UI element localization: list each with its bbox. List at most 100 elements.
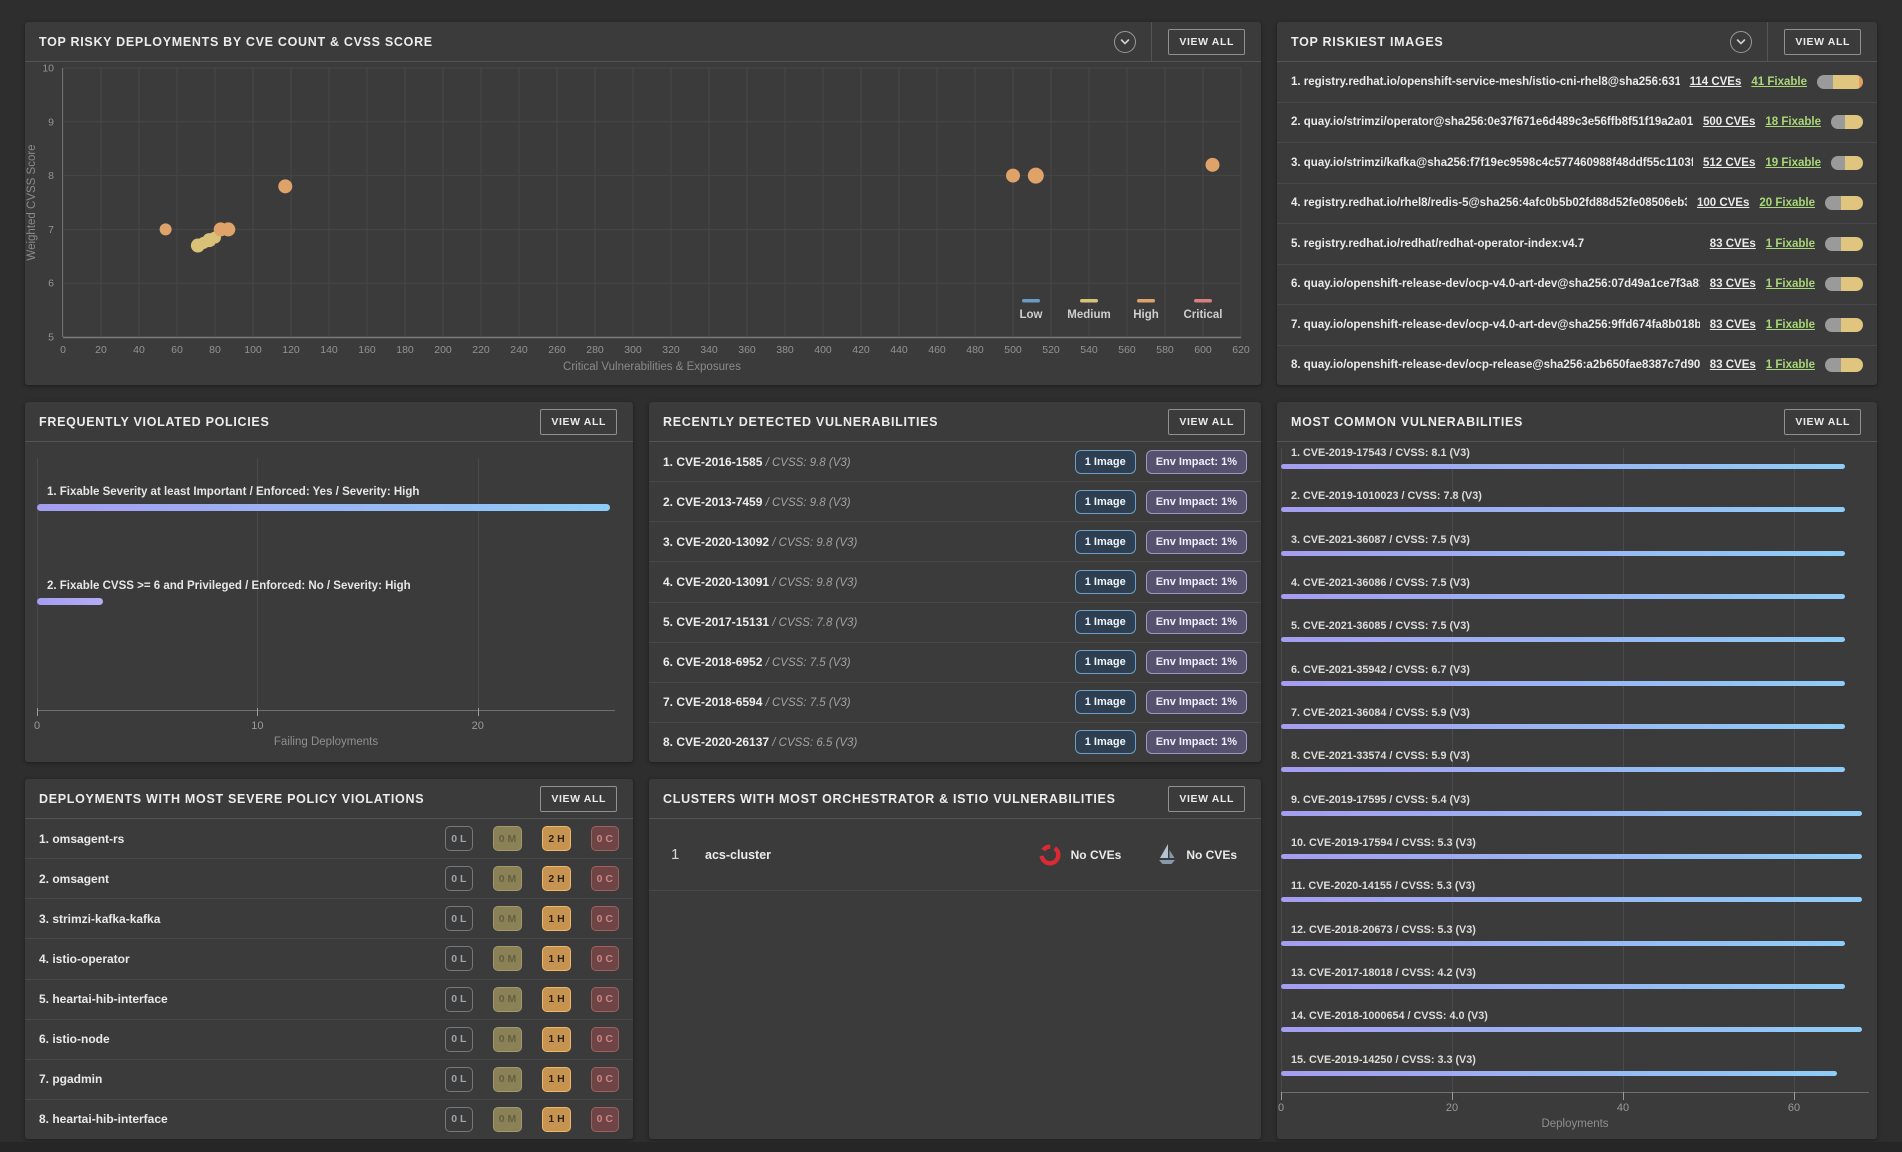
legend-swatch-medium[interactable] [1080,299,1098,303]
common-vuln-bar[interactable] [1281,983,1846,989]
view-all-button[interactable]: VIEW ALL [1784,28,1861,55]
image-fixable-link[interactable]: 19 Fixable [1765,156,1821,169]
severity-badge-medium[interactable]: 0 M [492,906,523,932]
severity-badge-low[interactable]: 0 L [444,1026,473,1052]
severity-badge-low[interactable]: 0 L [444,866,473,892]
common-vuln-bar[interactable] [1281,853,1863,859]
image-fixable-link[interactable]: 41 Fixable [1751,75,1807,88]
images-count-button[interactable]: 1 Image [1074,529,1136,554]
legend-swatch-critical[interactable] [1194,299,1212,303]
common-vuln-row[interactable]: 15. CVE-2019-14250 / CVSS: 3.3 (V3) [1277,1049,1877,1092]
legend-swatch-high[interactable] [1137,299,1155,303]
image-fixable-link[interactable]: 1 Fixable [1765,318,1815,331]
severity-badge-high[interactable]: 1 H [542,986,571,1012]
cve-id-link[interactable]: 1. CVE-2016-1585 [663,454,763,469]
scatter-point[interactable] [1027,167,1044,184]
common-vuln-bar[interactable] [1281,507,1846,513]
image-fixable-link[interactable]: 1 Fixable [1765,278,1815,291]
view-all-button[interactable]: VIEW ALL [1168,785,1245,812]
cve-id-link[interactable]: 2. CVE-2013-7459 [663,494,763,509]
image-cve-count-link[interactable]: 83 CVEs [1709,278,1756,291]
env-impact-button[interactable]: Env Impact: 1% [1145,449,1247,474]
vulnerability-row[interactable]: 3. CVE-2020-13092 / CVSS: 9.8 (V3) 1 Imag… [649,521,1261,561]
image-cve-count-link[interactable]: 500 CVEs [1702,116,1756,129]
view-all-button[interactable]: VIEW ALL [1168,28,1245,55]
severity-badge-critical[interactable]: 0 C [590,826,619,852]
severity-badge-medium[interactable]: 0 M [492,1066,523,1092]
common-vuln-bar[interactable] [1281,1027,1863,1033]
severity-badge-high[interactable]: 1 H [542,906,571,932]
common-vuln-bar[interactable] [1281,593,1846,599]
image-row[interactable]: 5. registry.redhat.io/redhat/redhat-oper… [1277,223,1877,264]
severity-badge-medium[interactable]: 0 M [492,866,523,892]
collapse-chevron-button[interactable] [1114,30,1137,53]
image-row[interactable]: 7. quay.io/openshift-release-dev/ocp-v4.… [1277,304,1877,345]
cve-id-link[interactable]: 8. CVE-2020-26137 [663,735,770,750]
view-all-button[interactable]: VIEW ALL [540,785,617,812]
image-row[interactable]: 1. registry.redhat.io/openshift-service-… [1277,62,1877,102]
common-vuln-bar[interactable] [1281,550,1846,556]
common-vuln-row[interactable]: 7. CVE-2021-36084 / CVSS: 5.9 (V3) [1277,702,1877,745]
images-count-button[interactable]: 1 Image [1074,569,1136,594]
policy-bar[interactable] [37,504,611,511]
common-vuln-row[interactable]: 6. CVE-2021-35942 / CVSS: 6.7 (V3) [1277,659,1877,702]
common-vuln-bar[interactable] [1281,940,1846,946]
image-fixable-link[interactable]: 18 Fixable [1765,116,1821,129]
env-impact-button[interactable]: Env Impact: 1% [1145,690,1247,715]
images-count-button[interactable]: 1 Image [1074,650,1136,675]
image-row[interactable]: 3. quay.io/strimzi/kafka@sha256:f7f19ec9… [1277,142,1877,183]
view-all-button[interactable]: VIEW ALL [540,408,617,435]
common-vuln-bar[interactable] [1281,723,1846,729]
severity-badge-medium[interactable]: 0 M [492,1106,523,1132]
env-impact-button[interactable]: Env Impact: 1% [1145,730,1247,755]
legend-swatch-low[interactable] [1022,299,1040,303]
severity-badge-low[interactable]: 0 L [444,1066,473,1092]
cve-id-link[interactable]: 4. CVE-2020-13091 [663,574,770,589]
legend-label-low[interactable]: Low [1020,309,1043,321]
view-all-button[interactable]: VIEW ALL [1784,408,1861,435]
env-impact-button[interactable]: Env Impact: 1% [1145,489,1247,514]
severity-badge-low[interactable]: 0 L [444,826,473,852]
image-cve-count-link[interactable]: 100 CVEs [1696,197,1750,210]
deployment-row[interactable]: 6. istio-node 0 L 0 M 1 H 0 C [25,1018,633,1059]
vulnerability-row[interactable]: 2. CVE-2013-7459 / CVSS: 9.8 (V3) 1 Image… [649,481,1261,521]
deployment-row[interactable]: 2. omsagent 0 L 0 M 2 H 0 C [25,858,633,898]
image-fixable-link[interactable]: 1 Fixable [1765,359,1815,372]
severity-badge-low[interactable]: 0 L [444,986,473,1012]
legend-label-medium[interactable]: Medium [1067,309,1110,321]
deployment-row[interactable]: 3. strimzi-kafka-kafka 0 L 0 M 1 H 0 C [25,898,633,938]
cluster-row[interactable]: 1 acs-cluster No CVEs No CVEs [649,819,1261,891]
severity-badge-high[interactable]: 1 H [542,946,571,972]
deployment-row[interactable]: 4. istio-operator 0 L 0 M 1 H 0 C [25,938,633,978]
common-vuln-bar[interactable] [1281,810,1863,816]
scatter-point[interactable] [221,222,236,237]
vulnerability-row[interactable]: 6. CVE-2018-6952 / CVSS: 7.5 (V3) 1 Image… [649,641,1261,682]
severity-badge-high[interactable]: 1 H [542,1026,571,1052]
image-row[interactable]: 4. registry.redhat.io/rhel8/redis-5@sha2… [1277,182,1877,224]
severity-badge-high[interactable]: 2 H [542,826,571,852]
deployment-row[interactable]: 8. heartai-hib-interface 0 L 0 M 1 H 0 C [25,1098,633,1139]
vulnerability-row[interactable]: 7. CVE-2018-6594 / CVSS: 7.5 (V3) 1 Image… [649,681,1261,722]
common-vuln-row[interactable]: 5. CVE-2021-36085 / CVSS: 7.5 (V3) [1277,615,1877,658]
common-vuln-row[interactable]: 9. CVE-2019-17595 / CVSS: 5.4 (V3) [1277,789,1877,832]
env-impact-button[interactable]: Env Impact: 1% [1145,650,1247,675]
severity-badge-high[interactable]: 2 H [542,866,571,892]
image-fixable-link[interactable]: 20 Fixable [1759,197,1815,210]
images-count-button[interactable]: 1 Image [1074,690,1136,715]
image-cve-count-link[interactable]: 114 CVEs [1689,75,1742,88]
common-vuln-row[interactable]: 8. CVE-2021-33574 / CVSS: 5.9 (V3) [1277,745,1877,788]
env-impact-button[interactable]: Env Impact: 1% [1145,529,1247,554]
severity-badge-critical[interactable]: 0 C [590,866,619,892]
severity-badge-critical[interactable]: 0 C [590,946,619,972]
severity-badge-critical[interactable]: 0 C [590,1106,619,1132]
images-count-button[interactable]: 1 Image [1074,489,1136,514]
severity-badge-high[interactable]: 1 H [542,1066,571,1092]
common-vuln-row[interactable]: 4. CVE-2021-36086 / CVSS: 7.5 (V3) [1277,572,1877,615]
deployment-row[interactable]: 5. heartai-hib-interface 0 L 0 M 1 H 0 C [25,978,633,1019]
severity-badge-medium[interactable]: 0 M [492,986,523,1012]
deployment-row[interactable]: 7. pgadmin 0 L 0 M 1 H 0 C [25,1058,633,1099]
common-vuln-row[interactable]: 14. CVE-2018-1000654 / CVSS: 4.0 (V3) [1277,1005,1877,1048]
legend-label-high[interactable]: High [1133,309,1159,321]
legend-label-critical[interactable]: Critical [1184,309,1223,321]
common-vuln-row[interactable]: 1. CVE-2019-17543 / CVSS: 8.1 (V3) [1277,442,1877,485]
